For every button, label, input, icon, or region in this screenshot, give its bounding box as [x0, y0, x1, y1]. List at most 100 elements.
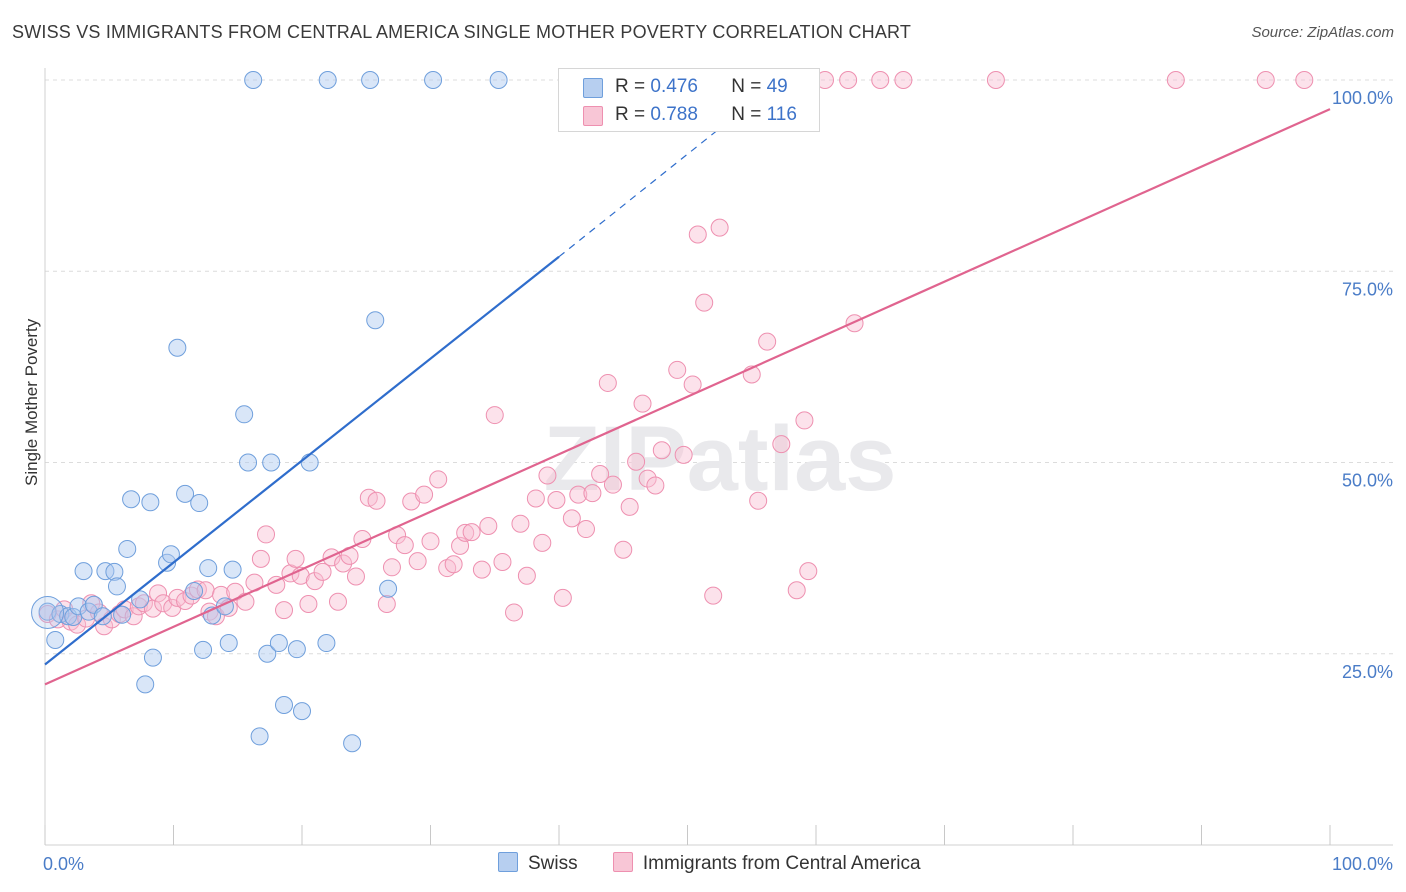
axes [44, 68, 1393, 846]
central-america-point [787, 581, 806, 600]
swiss-n-label: N = [731, 76, 762, 97]
central-america-point [695, 293, 714, 312]
central-america-point [772, 435, 791, 454]
central-america-point [704, 586, 723, 605]
central-america-point [638, 469, 657, 488]
central-america-point [377, 595, 396, 614]
central-america-point [479, 516, 498, 535]
central-america-point [683, 375, 702, 394]
swiss-point [168, 338, 187, 357]
trend-lines [44, 108, 1331, 686]
swiss-points [31, 71, 508, 753]
central-america-point [633, 394, 652, 413]
swiss-point [136, 675, 155, 694]
chart-title: SWISS VS IMMIGRANTS FROM CENTRAL AMERICA… [12, 22, 912, 42]
swiss-point [317, 634, 336, 653]
central-america-point [456, 523, 475, 542]
central-america-point [583, 484, 602, 503]
swiss-point [158, 553, 177, 572]
central-america-point [299, 595, 318, 614]
swiss-point [239, 453, 258, 472]
central-america-point [646, 476, 665, 495]
swiss-trend-extension [558, 117, 733, 258]
swiss-point [96, 562, 115, 581]
central-america-point [598, 373, 617, 392]
source-label: Source: ZipAtlas.com [1251, 24, 1394, 41]
central-america-point [395, 536, 414, 555]
bottom-legend-central-america[interactable]: Immigrants from Central America [612, 852, 921, 875]
legend-row-central-america: R = 0.788 N = 116 [583, 104, 797, 126]
swiss-point [318, 71, 337, 89]
central-america-point [346, 567, 365, 586]
central-america-point [603, 475, 622, 494]
swiss-point [46, 630, 65, 649]
swiss-point [93, 607, 112, 626]
central-america-point [591, 464, 610, 483]
central-america-point [620, 497, 639, 516]
swiss-trend-line [44, 255, 560, 666]
central-america-point [328, 592, 347, 611]
central-america-point [652, 441, 671, 460]
central-america-point [408, 552, 427, 571]
swiss-point [275, 696, 294, 715]
swiss-point [194, 640, 213, 659]
y-tick-label: 75.0% [1342, 279, 1393, 299]
swiss-point [176, 484, 195, 503]
bottom-legend: Swiss Immigrants from Central America [498, 852, 951, 875]
swiss-r-value: 0.476 [650, 76, 698, 97]
swiss-point [143, 648, 162, 667]
central-america-point [367, 491, 386, 510]
central-america-point [257, 525, 276, 544]
central-america-point [517, 566, 536, 585]
swiss-point [141, 493, 160, 512]
central-america-legend-swatch [612, 852, 633, 872]
swiss-point [250, 727, 269, 746]
central-america-point [462, 523, 481, 542]
swiss-point [190, 494, 209, 513]
central-america-point [382, 558, 401, 577]
central-america-point [485, 406, 504, 425]
central-america-point [569, 485, 588, 504]
swiss-point [343, 734, 362, 753]
central-america-point [533, 533, 552, 552]
swiss-point [118, 539, 137, 558]
swiss-point [287, 640, 306, 659]
watermark: ZIPatlas [544, 408, 897, 510]
central-america-point [674, 445, 693, 464]
central-america-point [472, 560, 491, 579]
swiss-point [366, 311, 385, 330]
central-america-point [444, 555, 463, 574]
central-america-point [839, 71, 858, 89]
central-america-r-label: R = [615, 104, 646, 125]
central-america-point [286, 549, 305, 568]
central-america-point [986, 71, 1005, 89]
y-tick-label: 25.0% [1342, 662, 1393, 682]
swiss-point [161, 545, 180, 564]
swiss-point [300, 453, 319, 472]
swiss-point [262, 453, 281, 472]
legend-row-swiss: R = 0.476 N = 49 [583, 76, 788, 98]
central-america-point [313, 562, 332, 581]
central-america-point [124, 607, 143, 626]
swiss-point [113, 605, 132, 624]
central-america-point [129, 597, 148, 616]
bottom-legend-swiss[interactable]: Swiss [498, 852, 578, 875]
central-america-point [894, 71, 913, 89]
central-america-point [511, 514, 530, 533]
central-america-point [845, 314, 864, 333]
swiss-point [379, 579, 398, 598]
x-tick-label-max: 100.0% [1332, 854, 1393, 874]
x-tick-label-min: 0.0% [43, 854, 84, 874]
central-america-point [627, 452, 646, 471]
central-america-point [251, 549, 270, 568]
central-america-point [1256, 71, 1275, 89]
swiss-point [235, 405, 254, 424]
central-america-point [538, 466, 557, 485]
central-america-point [1295, 71, 1314, 89]
tick-labels: 25.0% 50.0% 75.0% 100.0% 0.0% 100.0% [43, 88, 1393, 874]
swiss-legend-swatch [498, 852, 518, 872]
central-america-point [795, 411, 814, 430]
central-america-point [334, 554, 353, 573]
central-america-n-value: 116 [766, 104, 797, 125]
grid-lines [45, 79, 1393, 655]
